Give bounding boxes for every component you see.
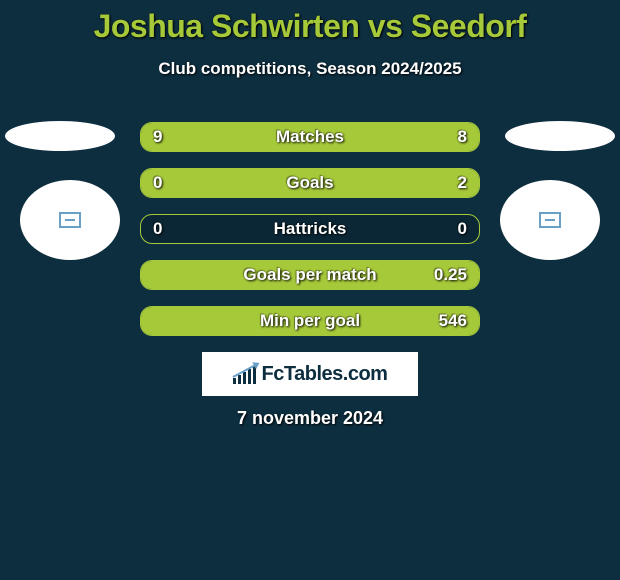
stat-value-left: 9 [153,127,162,147]
player-left-team-badge [5,121,115,151]
player-left-avatar [20,180,120,260]
subtitle: Club competitions, Season 2024/2025 [0,59,620,79]
page-title: Joshua Schwirten vs Seedorf [0,0,620,45]
stat-label: Goals [286,173,333,193]
stat-row: Goals per match 0.25 [140,260,480,290]
stat-value-right: 0 [458,219,467,239]
date-label: 7 november 2024 [237,408,383,429]
stats-container: 9 Matches 8 0 Goals 2 0 Hattricks 0 Goals per mat… [140,122,480,352]
placeholder-icon [59,212,81,228]
player-right-avatar [500,180,600,260]
stat-label: Goals per match [243,265,376,285]
stat-value-right: 8 [458,127,467,147]
stat-row: Min per goal 546 [140,306,480,336]
fctables-logo[interactable]: FcTables.com [202,352,418,396]
logo-text: FcTables.com [262,363,388,386]
stat-row: 9 Matches 8 [140,122,480,152]
stat-row: 0 Goals 2 [140,168,480,198]
stat-value-right: 0.25 [434,265,467,285]
stat-label: Matches [276,127,344,147]
stat-value-right: 2 [458,173,467,193]
placeholder-icon [539,212,561,228]
stat-label: Hattricks [274,219,347,239]
chart-icon [233,364,256,384]
stat-value-left: 0 [153,219,162,239]
player-right-team-badge [505,121,615,151]
stat-value-right: 546 [439,311,467,331]
stat-label: Min per goal [260,311,360,331]
stat-value-left: 0 [153,173,162,193]
stat-row: 0 Hattricks 0 [140,214,480,244]
